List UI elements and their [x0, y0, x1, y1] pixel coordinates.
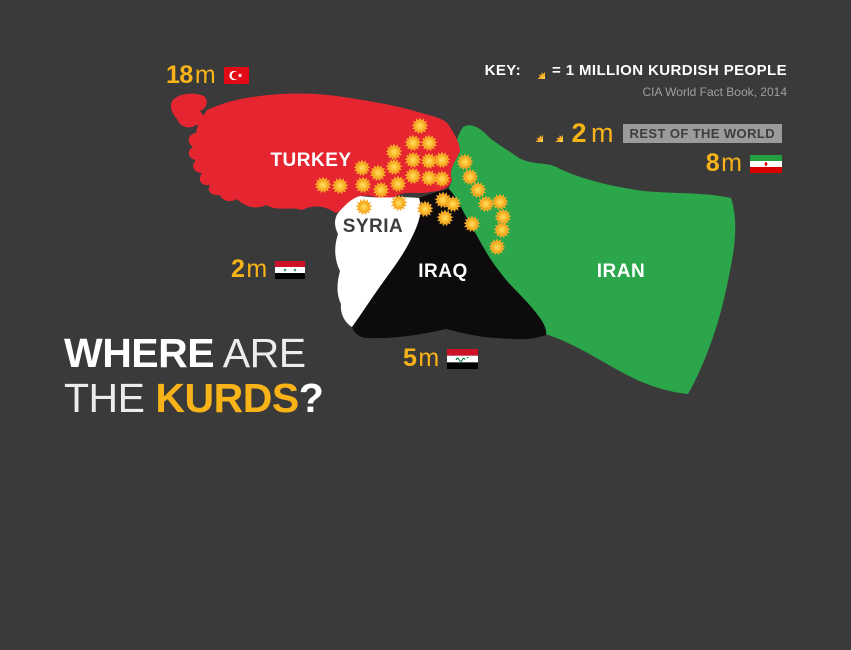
- source-credit: CIA World Fact Book, 2014: [642, 85, 787, 99]
- iraq-value-row: 5 m: [403, 344, 479, 373]
- turkey-unit: m: [194, 61, 216, 89]
- country-shape-syria: [335, 196, 421, 327]
- syria-value: 2: [231, 255, 245, 283]
- rest-of-world-suns: [526, 125, 563, 142]
- iran-value-row: 8 m: [706, 149, 782, 178]
- iraq-value: 5: [403, 344, 417, 372]
- iran-unit: m: [721, 149, 742, 177]
- syria-flag-icon: [275, 260, 306, 279]
- rest-of-world-unit: m: [591, 118, 614, 148]
- iran-value: 8: [705, 149, 720, 177]
- key-text: = 1 MILLION KURDISH PEOPLE: [551, 62, 787, 79]
- page-title: WHERE ARE THE KURDS?: [64, 330, 324, 421]
- country-shape-iran: [448, 125, 736, 394]
- sun-icon: [554, 134, 563, 142]
- rest-of-world-label: REST OF THE WORLD: [622, 124, 782, 143]
- sun-icon: [537, 71, 545, 79]
- syria-value-row: 2 m: [231, 255, 306, 284]
- turkey-label: TURKEY: [270, 150, 352, 171]
- country-shape-iraq: [352, 189, 547, 340]
- title-line-2: THE KURDS?: [64, 375, 324, 421]
- turkey-flag-icon: [223, 67, 249, 84]
- syria-unit: m: [246, 255, 268, 283]
- syria-label: SYRIA: [342, 216, 404, 237]
- title-line-1: WHERE ARE: [64, 330, 306, 376]
- legend-key: KEY: = 1 MILLION KURDISH PEOPLE: [485, 62, 787, 79]
- turkey-value: 18: [166, 61, 193, 89]
- iraq-unit: m: [418, 344, 440, 372]
- iraq-label: IRAQ: [418, 261, 468, 282]
- sun-icon: [534, 134, 543, 142]
- key-label: KEY:: [484, 62, 521, 79]
- iran-label: IRAN: [596, 261, 646, 282]
- rest-of-world-row: 2 m REST OF THE WORLD: [526, 118, 782, 149]
- rest-of-world-value: 2: [571, 118, 587, 148]
- iran-flag-icon: [750, 154, 782, 173]
- turkey-value-row: 18 m: [166, 61, 249, 90]
- country-shape-turkey-thrace: [170, 93, 207, 128]
- iraq-flag-icon: [447, 348, 479, 369]
